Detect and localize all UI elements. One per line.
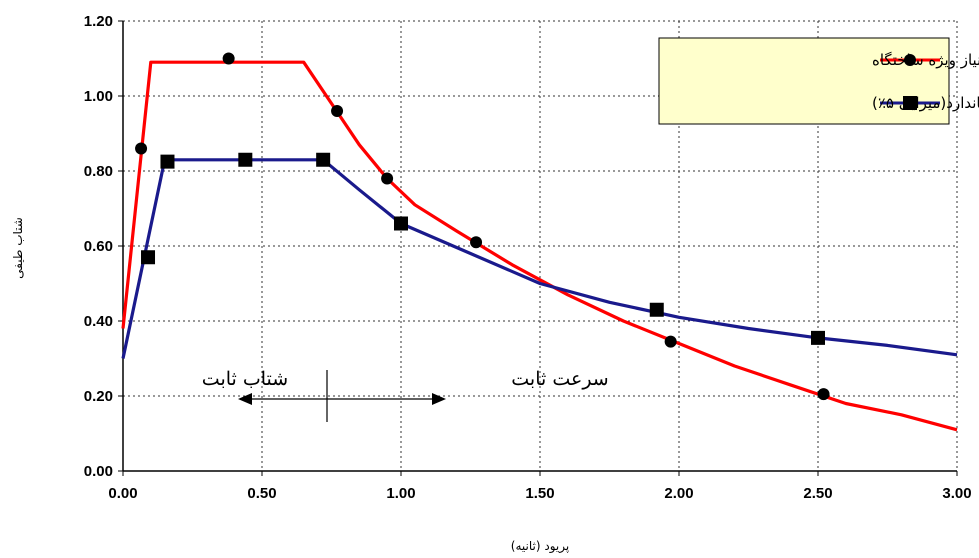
legend-box <box>658 37 950 125</box>
data-point-square <box>160 154 175 169</box>
data-point-circle <box>381 172 394 185</box>
annotation-constant-velocity: سرعت ثابت <box>511 368 608 390</box>
y-tick-label: 1.00 <box>84 88 113 105</box>
x-tick-label: 1.50 <box>525 485 554 502</box>
data-point-square <box>238 152 253 167</box>
grid <box>123 20 958 471</box>
arrow-right-head <box>432 393 446 405</box>
series-standard <box>121 152 958 359</box>
data-point-square <box>141 250 156 265</box>
y-tick-labels: 0.00 0.20 0.40 0.60 0.80 1.00 1.20 <box>84 13 113 480</box>
series-layer <box>121 52 958 432</box>
legend: طیف نیاز ویژه ساختگاه طیف نیاز استاندارد… <box>658 37 979 125</box>
legend-marker-site <box>904 54 916 66</box>
annotation-constant-acceleration: شتاب ثابت <box>202 368 288 390</box>
x-tick-label: 2.50 <box>803 485 832 502</box>
legend-label-site: طیف نیاز ویژه ساختگاه <box>872 51 979 69</box>
x-tick-label: 3.00 <box>942 485 971 502</box>
y-tick-label: 0.20 <box>84 388 113 405</box>
legend-marker-standard <box>903 96 917 110</box>
data-point-circle <box>817 388 830 401</box>
region-arrows <box>238 370 446 422</box>
data-point-square <box>394 216 408 231</box>
y-tick-label: 1.20 <box>84 13 113 30</box>
arrow-left-head <box>238 393 252 405</box>
x-tick-label: 1.00 <box>386 485 415 502</box>
y-tick-label: 0.80 <box>84 163 113 180</box>
x-tick-label: 2.00 <box>664 485 693 502</box>
data-point-square <box>649 302 664 317</box>
y-tick-label: 0.60 <box>84 238 113 255</box>
legend-label-standard: طیف نیاز استاندارد(میرایی ۵٪) <box>872 94 979 112</box>
data-point-square <box>316 152 331 167</box>
data-point-circle <box>470 236 483 249</box>
y-axis-title: شتاب طیفی <box>11 217 25 279</box>
series-site-specific <box>121 52 958 432</box>
series-line <box>121 60 958 432</box>
data-point-circle <box>222 52 235 65</box>
axes <box>118 20 958 476</box>
x-tick-label: 0.00 <box>108 485 137 502</box>
data-point-circle <box>135 142 148 155</box>
y-tick-label: 0.00 <box>84 463 113 480</box>
data-point-circle <box>331 105 344 117</box>
data-point-square <box>811 330 825 345</box>
y-tick-label: 0.40 <box>84 313 113 330</box>
data-point-circle <box>664 335 677 348</box>
x-axis-title: پریود (ثانیه) <box>511 539 569 554</box>
x-tick-label: 0.50 <box>247 485 276 502</box>
x-tick-labels: 0.00 0.50 1.00 1.50 2.00 2.50 3.00 <box>108 485 971 502</box>
